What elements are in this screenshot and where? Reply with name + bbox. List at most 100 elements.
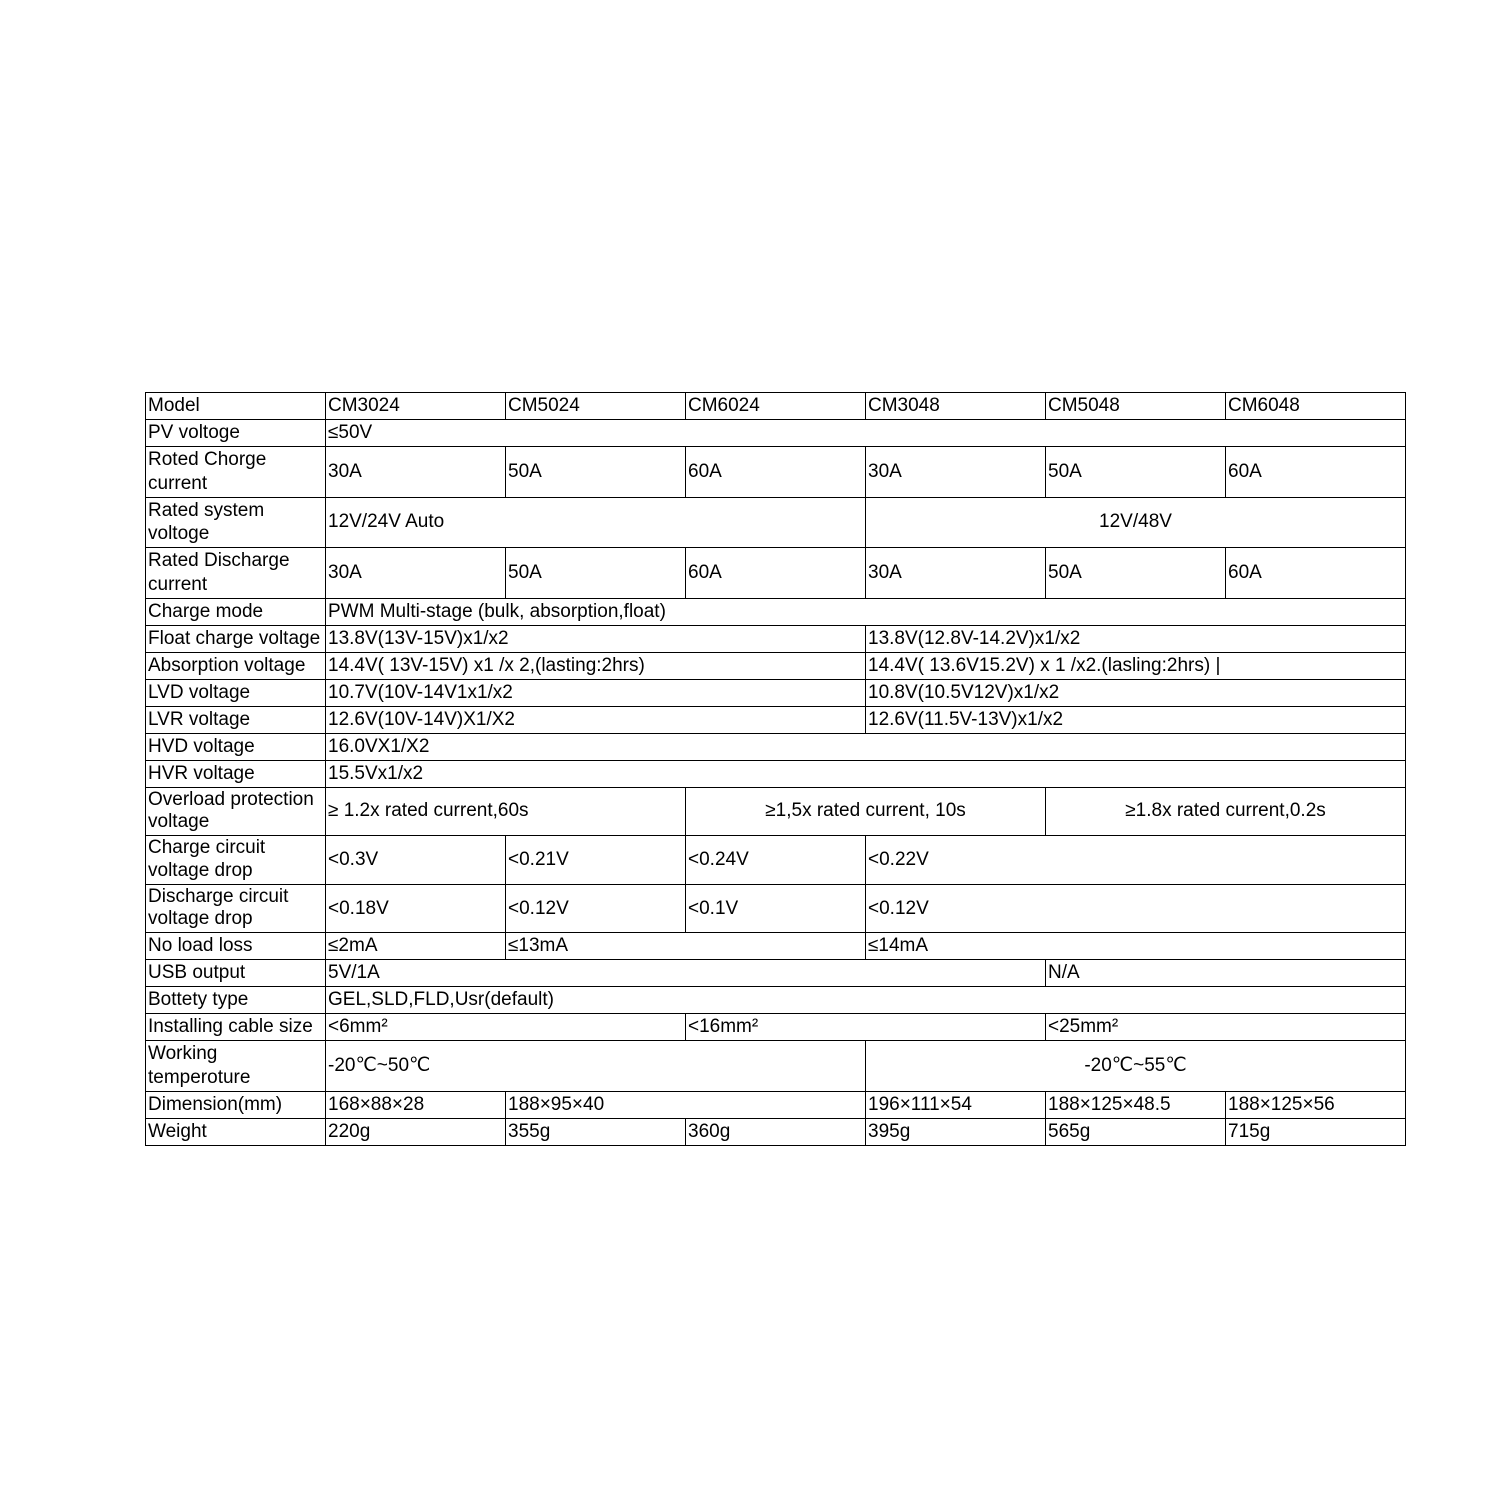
table-cell: <0.18V: [326, 884, 506, 933]
table-cell: ≤14mA: [866, 933, 1406, 960]
table-cell: 30A: [326, 447, 506, 498]
table-cell: 13.8V(12.8V-14.2V)x1/x2: [866, 625, 1406, 652]
table-cell: 30A: [326, 548, 506, 599]
row-label: Charge mode: [146, 598, 326, 625]
table-cell: ≤13mA: [506, 933, 866, 960]
table-row: Charge modePWM Multi-stage (bulk, absorp…: [146, 598, 1406, 625]
table-row: No load loss≤2mA≤13mA≤14mA: [146, 933, 1406, 960]
row-label: HVR voltage: [146, 760, 326, 787]
row-label: Rated Discharge current: [146, 548, 326, 599]
table-cell: CM3024: [326, 393, 506, 420]
spec-table: ModelCM3024CM5024CM6024CM3048CM5048CM604…: [145, 392, 1406, 1146]
table-cell: 60A: [1226, 548, 1406, 599]
table-row: PV voltoge≤50V: [146, 420, 1406, 447]
table-cell: 16.0VX1/X2: [326, 733, 1406, 760]
table-cell: 10.7V(10V-14V1x1/x2: [326, 679, 866, 706]
row-label: Model: [146, 393, 326, 420]
table-cell: CM5048: [1046, 393, 1226, 420]
row-label: PV voltoge: [146, 420, 326, 447]
table-cell: 13.8V(13V-15V)x1/x2: [326, 625, 866, 652]
table-cell: ≥ 1.2x rated current,60s: [326, 787, 686, 836]
table-cell: ≥1,5x rated current, 10s: [686, 787, 1046, 836]
table-cell: CM6048: [1226, 393, 1406, 420]
row-label: Installing cable size: [146, 1014, 326, 1041]
table-cell: 12.6V(10V-14V)X1/X2: [326, 706, 866, 733]
table-row: Roted Chorge current30A50A60A30A50A60A: [146, 447, 1406, 498]
table-row: Discharge circuit voltage drop<0.18V<0.1…: [146, 884, 1406, 933]
table-cell: 30A: [866, 548, 1046, 599]
row-label: Dimension(mm): [146, 1091, 326, 1118]
row-label: Charge circuit voltage drop: [146, 836, 326, 885]
row-label: Weight: [146, 1118, 326, 1145]
table-cell: GEL,SLD,FLD,Usr(default): [326, 987, 1406, 1014]
row-label: Absorption voltage: [146, 652, 326, 679]
table-cell: 50A: [1046, 447, 1226, 498]
table-row: Overload protection voltage≥ 1.2x rated …: [146, 787, 1406, 836]
table-cell: <0.22V: [866, 836, 1406, 885]
table-cell: 14.4V( 13.6V15.2V) x 1 /x2.(lasling:2hrs…: [866, 652, 1406, 679]
table-cell: 12.6V(11.5V-13V)x1/x2: [866, 706, 1406, 733]
row-label: Roted Chorge current: [146, 447, 326, 498]
table-cell: <0.24V: [686, 836, 866, 885]
table-cell: 360g: [686, 1118, 866, 1145]
row-label: Overload protection voltage: [146, 787, 326, 836]
table-cell: 188×95×40: [506, 1091, 866, 1118]
row-label: USB output: [146, 960, 326, 987]
table-row: Rated system voltoge12V/24V Auto12V/48V: [146, 497, 1406, 548]
table-row: Charge circuit voltage drop<0.3V<0.21V<0…: [146, 836, 1406, 885]
table-cell: 15.5Vx1/x2: [326, 760, 1406, 787]
spec-table-container: ModelCM3024CM5024CM6024CM3048CM5048CM604…: [145, 392, 1405, 1146]
table-cell: ≤50V: [326, 420, 1406, 447]
table-cell: 12V/48V: [866, 497, 1406, 548]
table-cell: 188×125×56: [1226, 1091, 1406, 1118]
table-cell: CM6024: [686, 393, 866, 420]
row-label: Bottety type: [146, 987, 326, 1014]
table-cell: 60A: [686, 447, 866, 498]
table-cell: 60A: [1226, 447, 1406, 498]
table-cell: 395g: [866, 1118, 1046, 1145]
table-cell: 12V/24V Auto: [326, 497, 866, 548]
row-label: LVR voltage: [146, 706, 326, 733]
table-cell: ≤2mA: [326, 933, 506, 960]
table-row: Bottety typeGEL,SLD,FLD,Usr(default): [146, 987, 1406, 1014]
table-row: LVR voltage12.6V(10V-14V)X1/X212.6V(11.5…: [146, 706, 1406, 733]
table-cell: CM5024: [506, 393, 686, 420]
table-cell: <0.3V: [326, 836, 506, 885]
table-row: Weight220g355g360g395g565g 715g: [146, 1118, 1406, 1145]
table-cell: 50A: [506, 447, 686, 498]
row-label: Float charge voltage: [146, 625, 326, 652]
table-cell: 168×88×28: [326, 1091, 506, 1118]
table-row: Rated Discharge current30A50A60A30A50A60…: [146, 548, 1406, 599]
table-cell: 30A: [866, 447, 1046, 498]
table-cell: 10.8V(10.5V12V)x1/x2: [866, 679, 1406, 706]
table-row: ModelCM3024CM5024CM6024CM3048CM5048CM604…: [146, 393, 1406, 420]
table-cell: <0.12V: [506, 884, 686, 933]
table-row: Dimension(mm)168×88×28188×95×40196×111×5…: [146, 1091, 1406, 1118]
table-cell: 14.4V( 13V-15V) x1 /x 2,(lasting:2hrs): [326, 652, 866, 679]
table-row: Absorption voltage14.4V( 13V-15V) x1 /x …: [146, 652, 1406, 679]
table-row: LVD voltage10.7V(10V-14V1x1/x210.8V(10.5…: [146, 679, 1406, 706]
table-cell: <0.12V: [866, 884, 1406, 933]
table-cell: 196×111×54: [866, 1091, 1046, 1118]
table-cell: <0.21V: [506, 836, 686, 885]
table-cell: <25mm²: [1046, 1014, 1406, 1041]
row-label: Working temperoture: [146, 1041, 326, 1092]
table-cell: 60A: [686, 548, 866, 599]
row-label: LVD voltage: [146, 679, 326, 706]
table-cell: 565g: [1046, 1118, 1226, 1145]
row-label: HVD voltage: [146, 733, 326, 760]
table-cell: N/A: [1046, 960, 1406, 987]
table-cell: 715g: [1226, 1118, 1406, 1145]
table-row: Float charge voltage13.8V(13V-15V)x1/x21…: [146, 625, 1406, 652]
table-row: USB output5V/1AN/A: [146, 960, 1406, 987]
table-cell: <16mm²: [686, 1014, 1046, 1041]
table-cell: -20℃~50℃: [326, 1041, 866, 1092]
spec-table-body: ModelCM3024CM5024CM6024CM3048CM5048CM604…: [146, 393, 1406, 1146]
table-cell: -20℃~55℃: [866, 1041, 1406, 1092]
table-cell: ≥1.8x rated current,0.2s: [1046, 787, 1406, 836]
table-cell: 5V/1A: [326, 960, 1046, 987]
table-cell: <6mm²: [326, 1014, 686, 1041]
table-cell: CM3048: [866, 393, 1046, 420]
row-label: No load loss: [146, 933, 326, 960]
table-cell: <0.1V: [686, 884, 866, 933]
